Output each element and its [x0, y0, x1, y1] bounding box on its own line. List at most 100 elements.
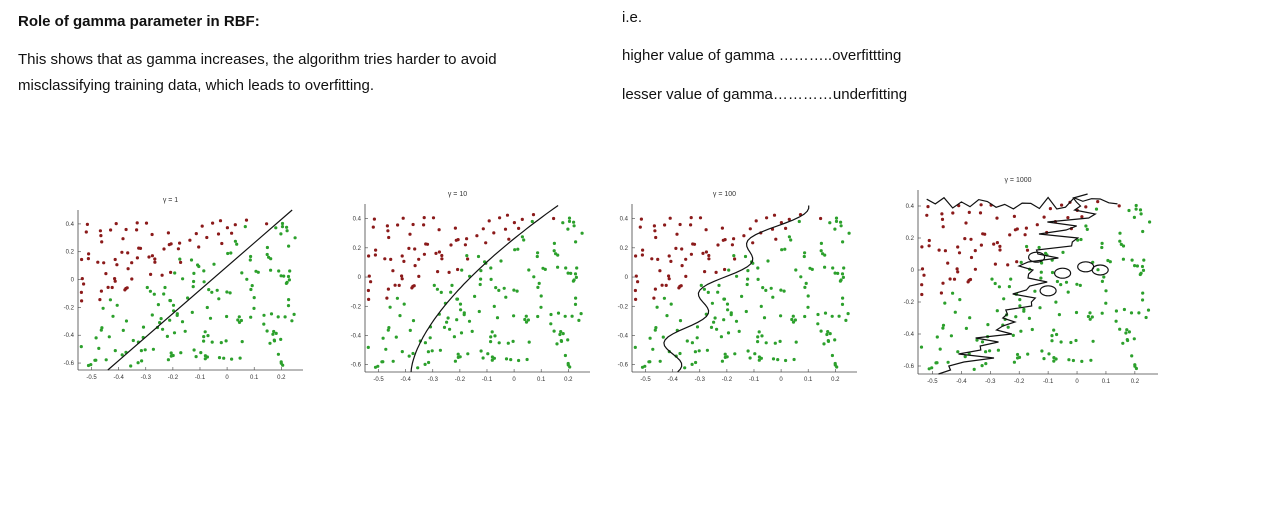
point-class-b — [525, 357, 529, 362]
point-class-b — [479, 277, 483, 281]
point-class-a — [948, 277, 952, 281]
point-class-a — [413, 264, 417, 268]
point-class-b — [249, 315, 253, 319]
point-class-a — [230, 231, 234, 235]
point-class-b — [1055, 332, 1059, 337]
point-class-b — [1071, 358, 1075, 363]
point-class-b — [806, 305, 810, 309]
point-class-b — [563, 314, 567, 318]
point-class-a — [937, 248, 941, 252]
point-class-b — [230, 357, 234, 361]
point-class-b — [366, 345, 370, 349]
point-class-a — [922, 273, 926, 277]
point-class-a — [1015, 260, 1019, 264]
point-class-b — [281, 363, 285, 367]
point-class-a — [369, 280, 373, 284]
point-class-a — [475, 234, 479, 238]
point-class-b — [975, 338, 979, 342]
point-class-b — [1130, 354, 1134, 358]
point-class-a — [456, 238, 460, 242]
point-class-a — [218, 219, 223, 223]
point-class-a — [466, 257, 470, 261]
point-class-a — [995, 241, 999, 245]
point-class-b — [574, 240, 578, 244]
point-class-b — [388, 305, 392, 309]
point-class-a — [113, 257, 117, 262]
y-tick-label: 0 — [625, 275, 629, 281]
point-class-b — [722, 297, 727, 301]
point-class-b — [949, 334, 953, 338]
point-class-b — [152, 292, 156, 296]
point-class-b — [520, 235, 524, 239]
point-class-b — [279, 337, 283, 341]
point-class-b — [287, 244, 291, 248]
point-class-b — [89, 363, 93, 367]
point-class-b — [791, 320, 796, 324]
y-tick-label: 0.2 — [906, 236, 915, 242]
point-class-b — [1038, 306, 1042, 310]
point-class-b — [733, 352, 737, 356]
point-class-b — [235, 242, 239, 246]
chart-gamma-1000: γ = 1000 -0.5 -0.4 -0.3 -0.2 -0.1 0 0.1 0.2 0.4 0.… — [904, 177, 1158, 385]
point-class-b — [1009, 277, 1013, 281]
point-class-b — [556, 265, 560, 269]
point-class-a — [82, 282, 86, 286]
point-class-b — [1118, 239, 1122, 243]
point-class-a — [634, 297, 638, 301]
point-class-a — [1084, 205, 1088, 209]
point-class-a — [698, 216, 703, 220]
point-class-b — [245, 277, 249, 281]
point-class-a — [391, 269, 395, 273]
point-class-b — [499, 259, 503, 263]
point-class-b — [732, 254, 736, 258]
point-class-a — [653, 229, 657, 233]
point-class-b — [563, 353, 567, 358]
point-class-a — [422, 216, 426, 220]
point-class-b — [846, 312, 850, 316]
x-tick-label: -0.4 — [400, 377, 411, 383]
point-class-b — [279, 232, 283, 236]
point-class-b — [756, 340, 760, 344]
point-class-b — [287, 298, 291, 302]
point-class-b — [819, 249, 823, 253]
point-class-a — [144, 221, 149, 225]
point-class-b — [549, 312, 553, 317]
point-class-b — [841, 296, 845, 300]
point-class-b — [145, 285, 149, 290]
point-class-b — [804, 281, 808, 285]
point-class-a — [689, 252, 693, 256]
point-class-b — [202, 339, 206, 343]
decision-boundary-outer — [926, 196, 1118, 210]
point-class-a — [436, 270, 440, 274]
point-class-b — [178, 257, 182, 261]
point-class-a — [96, 260, 100, 264]
point-class-b — [277, 269, 281, 273]
point-class-b — [1090, 315, 1094, 319]
point-class-a — [169, 242, 173, 246]
point-class-b — [836, 271, 840, 275]
y-tick-label: -0.2 — [618, 304, 629, 310]
point-class-b — [486, 352, 490, 356]
point-class-b — [1054, 300, 1058, 304]
point-class-a — [667, 274, 671, 278]
point-class-a — [160, 273, 164, 277]
point-class-b — [432, 283, 436, 287]
point-class-a — [366, 288, 370, 293]
point-class-b — [249, 254, 253, 259]
point-class-b — [206, 334, 210, 338]
point-class-b — [690, 341, 694, 345]
point-class-a — [211, 221, 215, 225]
point-class-b — [840, 302, 845, 306]
point-class-b — [1012, 360, 1016, 364]
point-class-b — [282, 274, 286, 278]
point-class-b — [694, 360, 698, 365]
point-class-a — [956, 270, 960, 274]
point-class-a — [1080, 215, 1084, 219]
point-class-b — [1130, 258, 1134, 262]
point-class-b — [280, 221, 285, 226]
point-class-b — [1133, 363, 1137, 367]
point-class-b — [573, 302, 578, 306]
y-tick-label: -0.2 — [351, 304, 362, 310]
point-class-a — [387, 235, 391, 240]
point-class-b — [285, 229, 289, 233]
